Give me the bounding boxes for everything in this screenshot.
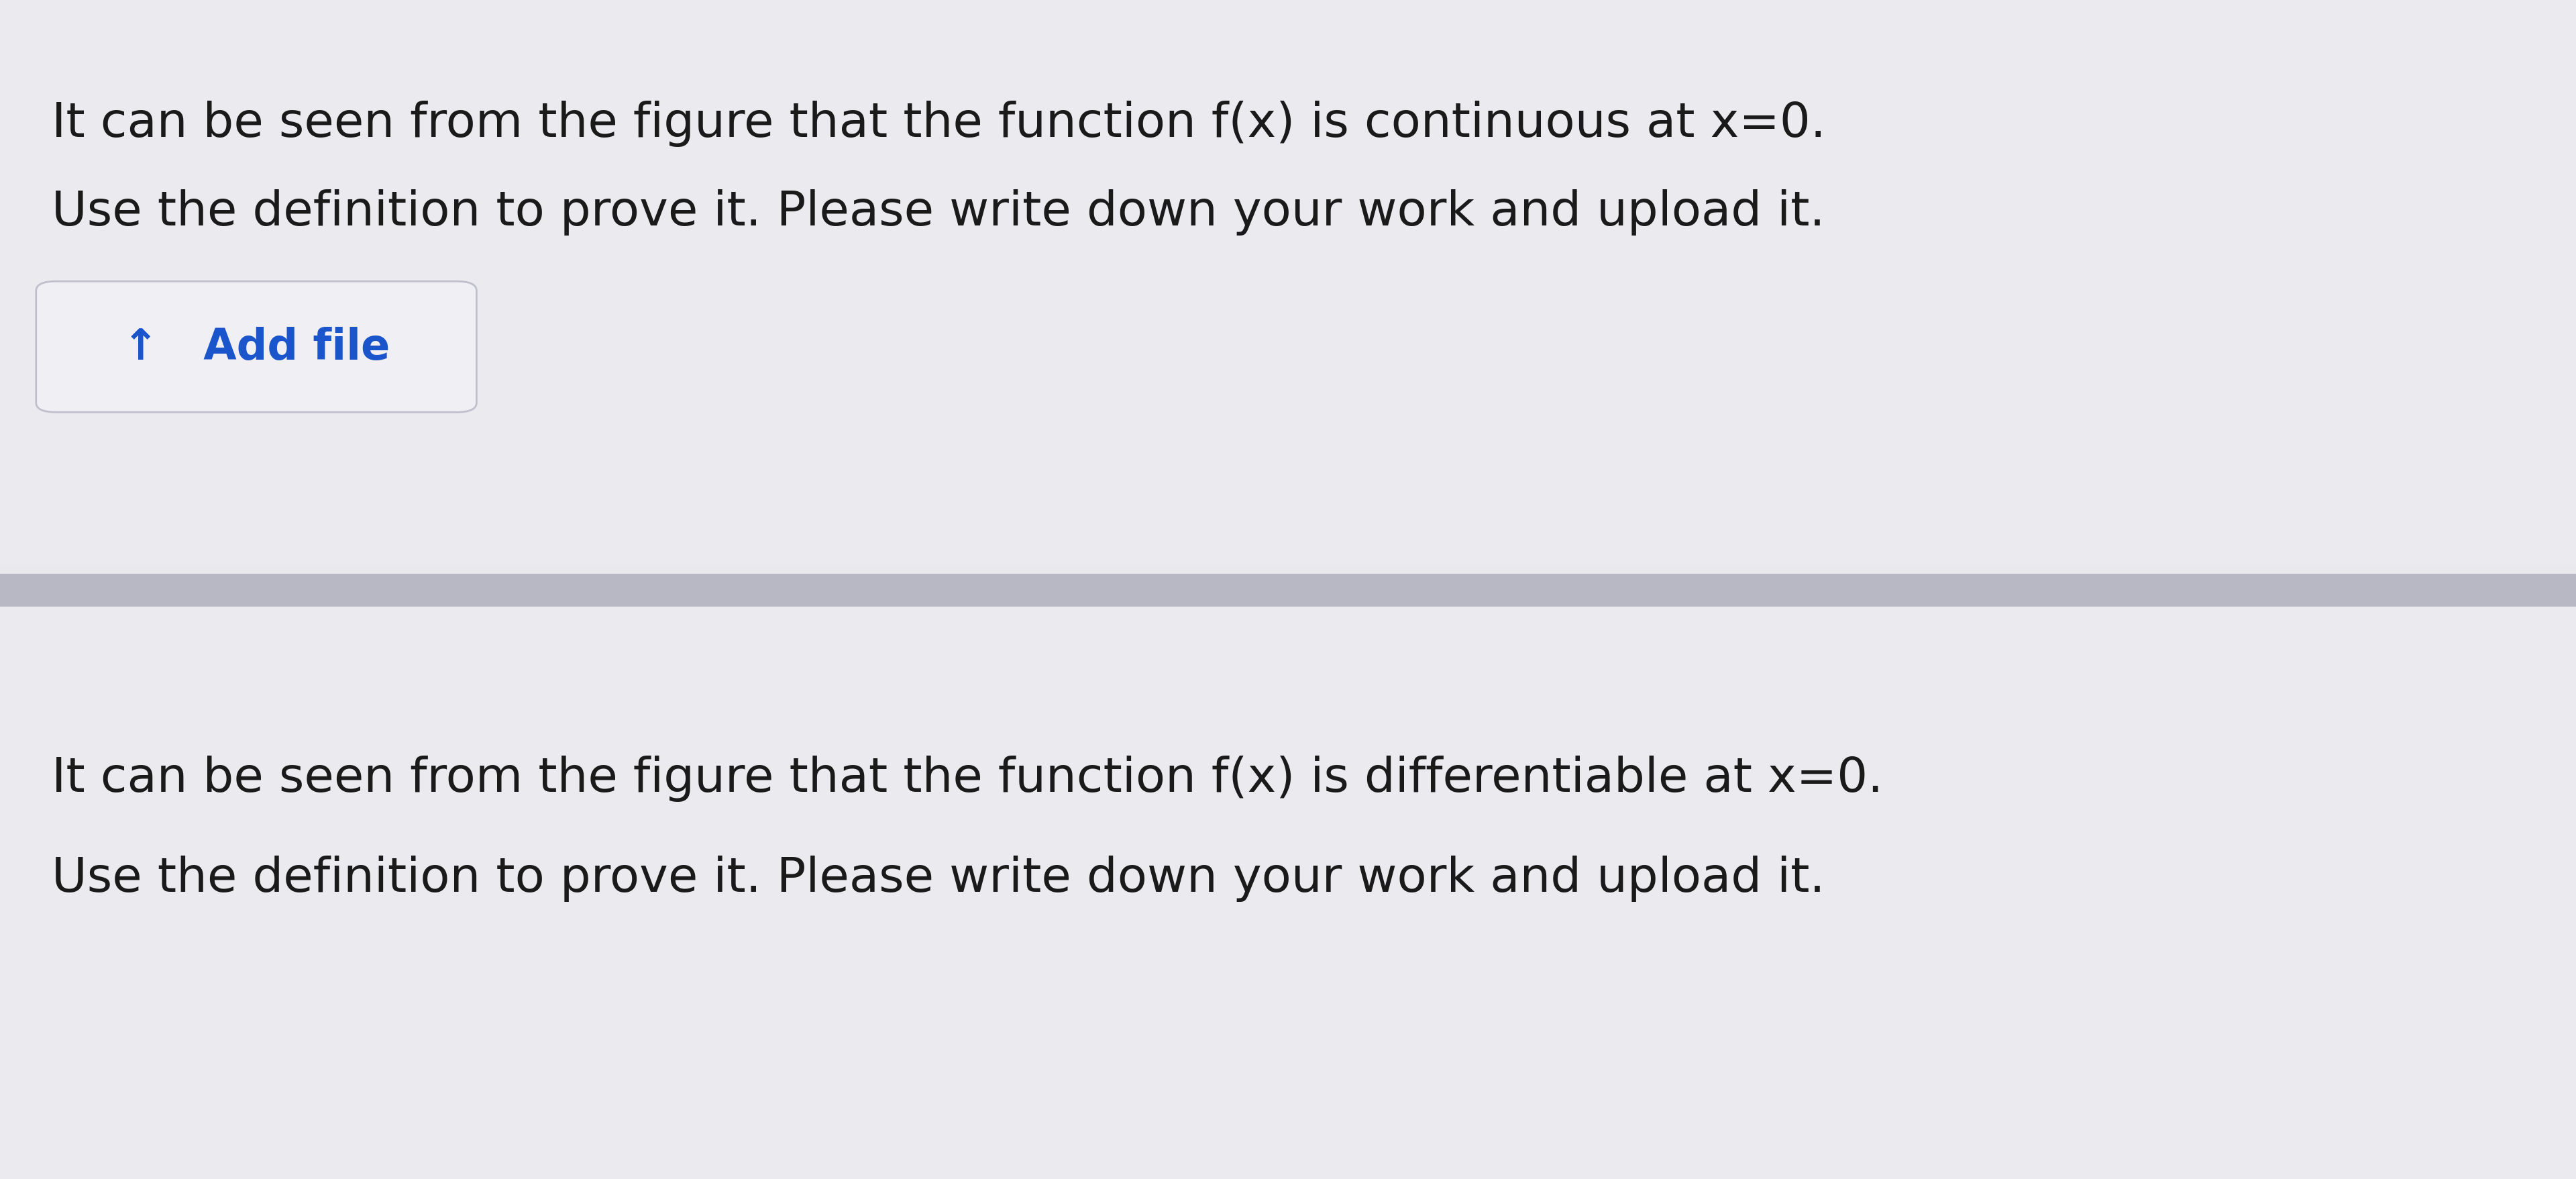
Text: Use the definition to prove it. Please write down your work and upload it.: Use the definition to prove it. Please w… xyxy=(52,189,1824,236)
Text: It can be seen from the figure that the function f(x) is differentiable at x=0.: It can be seen from the figure that the … xyxy=(52,755,1883,802)
Text: It can be seen from the figure that the function f(x) is continuous at x=0.: It can be seen from the figure that the … xyxy=(52,100,1826,147)
FancyBboxPatch shape xyxy=(0,574,2576,607)
Text: Use the definition to prove it. Please write down your work and upload it.: Use the definition to prove it. Please w… xyxy=(52,855,1824,902)
FancyBboxPatch shape xyxy=(0,607,2576,1179)
Text: ↑   Add file: ↑ Add file xyxy=(124,327,389,368)
FancyBboxPatch shape xyxy=(0,0,2576,566)
FancyBboxPatch shape xyxy=(36,282,477,413)
